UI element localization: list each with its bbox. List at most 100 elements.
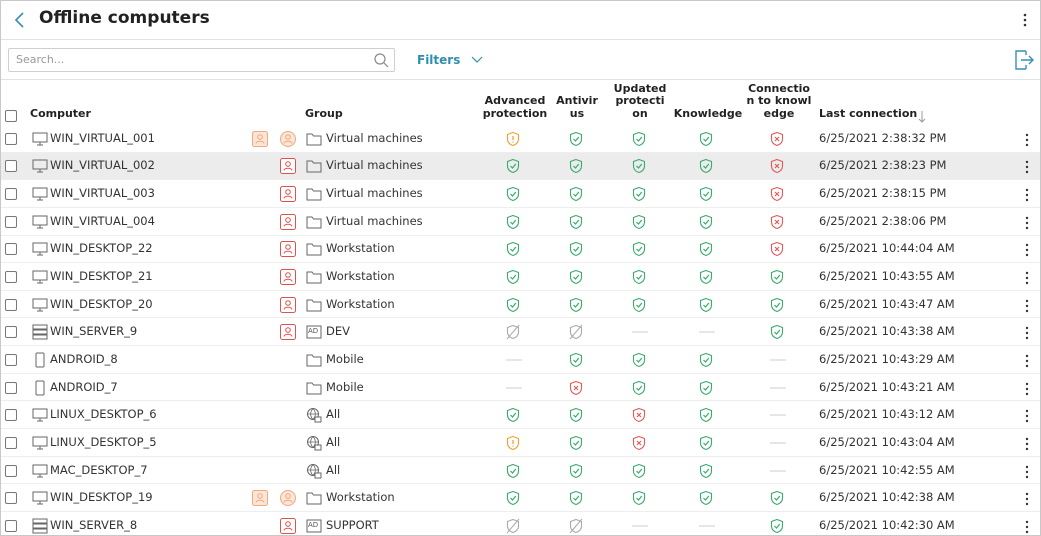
row-checkbox[interactable] bbox=[5, 409, 17, 421]
group-icon bbox=[306, 407, 322, 423]
search-box[interactable]: Search... bbox=[8, 48, 395, 72]
computer-name: WIN_DESKTOP_20 bbox=[50, 297, 153, 311]
row-checkbox[interactable] bbox=[5, 216, 17, 228]
column-header[interactable]: Updated protection bbox=[613, 83, 667, 121]
status-icon bbox=[569, 186, 583, 202]
status-icon bbox=[770, 214, 784, 230]
status-icon bbox=[632, 269, 646, 285]
group-icon bbox=[306, 352, 322, 372]
row-menu[interactable] bbox=[1023, 491, 1031, 510]
status bbox=[632, 380, 646, 400]
chevron bbox=[471, 56, 483, 64]
column-header[interactable]: Computer bbox=[30, 108, 91, 121]
status bbox=[632, 158, 646, 178]
row-checkbox[interactable] bbox=[5, 520, 17, 532]
row-menu[interactable] bbox=[1023, 325, 1031, 344]
device-icon bbox=[32, 131, 48, 151]
row-menu[interactable] bbox=[1023, 187, 1031, 206]
back-button[interactable] bbox=[13, 11, 27, 29]
status bbox=[506, 186, 520, 206]
row-menu[interactable] bbox=[1023, 464, 1031, 483]
row-checkbox[interactable] bbox=[5, 437, 17, 449]
device-icon bbox=[32, 324, 48, 344]
row-menu[interactable] bbox=[1023, 381, 1031, 400]
row-menu[interactable] bbox=[1023, 132, 1031, 151]
row-checkbox[interactable] bbox=[5, 354, 17, 366]
row-menu[interactable] bbox=[1023, 242, 1031, 261]
row-menu[interactable] bbox=[1023, 519, 1031, 536]
row-menu[interactable] bbox=[1023, 353, 1031, 372]
last-connection: 6/25/2021 10:43:38 AM bbox=[819, 324, 955, 338]
group-name: All bbox=[326, 463, 340, 477]
device bbox=[32, 158, 48, 174]
status-icon bbox=[569, 241, 583, 257]
status bbox=[699, 435, 713, 455]
device bbox=[32, 352, 48, 368]
column-header[interactable]: Advanced protection bbox=[481, 95, 549, 120]
status bbox=[699, 463, 713, 483]
row-menu[interactable] bbox=[1023, 215, 1031, 234]
status bbox=[770, 158, 784, 178]
group-name: DEV bbox=[326, 324, 350, 338]
dots bbox=[1023, 133, 1031, 147]
badge bbox=[280, 241, 296, 261]
filters-button[interactable]: Filters bbox=[417, 53, 483, 67]
status bbox=[632, 490, 646, 510]
arrow-down bbox=[916, 109, 928, 125]
computer-name: WIN_VIRTUAL_003 bbox=[50, 186, 155, 200]
status-icon bbox=[632, 214, 646, 230]
status-icon bbox=[699, 463, 713, 479]
status bbox=[770, 241, 784, 261]
group-icon bbox=[306, 214, 322, 234]
row-checkbox[interactable] bbox=[5, 188, 17, 200]
row-menu[interactable] bbox=[1023, 436, 1031, 455]
row-checkbox[interactable] bbox=[5, 271, 17, 283]
row-checkbox[interactable] bbox=[5, 492, 17, 504]
device-icon bbox=[32, 352, 48, 372]
row-menu[interactable] bbox=[1023, 270, 1031, 289]
column-header[interactable]: Knowledge bbox=[673, 108, 743, 121]
device bbox=[32, 435, 48, 451]
status-icon bbox=[506, 324, 520, 340]
status bbox=[506, 490, 520, 510]
status bbox=[569, 518, 583, 536]
row-checkbox[interactable] bbox=[5, 133, 17, 145]
row-checkbox[interactable] bbox=[5, 160, 17, 172]
status bbox=[699, 158, 713, 178]
row-menu[interactable] bbox=[1023, 408, 1031, 427]
status-icon bbox=[632, 407, 646, 423]
device bbox=[32, 241, 48, 257]
status bbox=[770, 131, 784, 151]
status bbox=[770, 490, 784, 510]
row-checkbox[interactable] bbox=[5, 382, 17, 394]
status bbox=[506, 518, 520, 536]
status bbox=[770, 269, 784, 289]
export-button[interactable] bbox=[1013, 49, 1035, 71]
status-icon bbox=[632, 490, 646, 506]
column-header[interactable]: Last connection bbox=[819, 108, 917, 121]
computer-name: WIN_DESKTOP_21 bbox=[50, 269, 153, 283]
menu-button[interactable] bbox=[1021, 12, 1029, 28]
computer-name: WIN_VIRTUAL_001 bbox=[50, 131, 155, 145]
column-header[interactable]: Group bbox=[305, 108, 343, 121]
group-icon bbox=[306, 158, 322, 174]
device bbox=[32, 490, 48, 506]
status-icon bbox=[770, 241, 784, 257]
group-icon bbox=[306, 463, 322, 479]
status bbox=[699, 297, 713, 317]
row-checkbox[interactable] bbox=[5, 326, 17, 338]
user-icon bbox=[280, 186, 296, 202]
row-checkbox[interactable] bbox=[5, 299, 17, 311]
row-menu[interactable] bbox=[1023, 159, 1031, 178]
column-header[interactable]: Antivirus bbox=[554, 95, 600, 120]
status bbox=[506, 463, 520, 483]
last-connection: 6/25/2021 10:42:55 AM bbox=[819, 463, 955, 477]
group-icon bbox=[306, 490, 322, 510]
column-header[interactable]: Connection to knowledge bbox=[745, 83, 813, 121]
select-all[interactable] bbox=[5, 110, 17, 122]
row-checkbox[interactable] bbox=[5, 465, 17, 477]
status-icon bbox=[506, 269, 520, 285]
row-menu[interactable] bbox=[1023, 298, 1031, 317]
row-checkbox[interactable] bbox=[5, 243, 17, 255]
group-name: Virtual machines bbox=[326, 158, 423, 172]
